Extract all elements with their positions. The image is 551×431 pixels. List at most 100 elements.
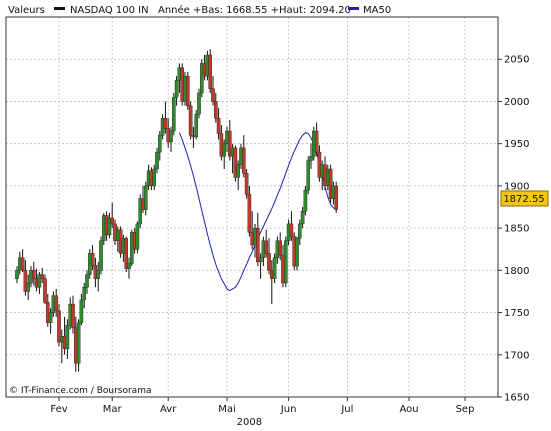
candle-body	[90, 253, 95, 266]
xtick-label: Mai	[218, 404, 236, 415]
candle-body	[20, 257, 25, 271]
candle-body	[300, 211, 305, 225]
series-legend-name: NASDAQ 100 IN	[70, 5, 149, 16]
candle	[211, 76, 215, 106]
candle-body	[110, 217, 114, 225]
candle	[135, 221, 140, 254]
candle	[267, 238, 271, 275]
candle	[76, 319, 81, 372]
candle	[334, 181, 339, 213]
candle	[256, 212, 260, 267]
candle	[169, 126, 173, 153]
xtick-label: Mar	[103, 404, 123, 415]
candle	[208, 49, 213, 93]
candle-body	[306, 160, 311, 191]
candle	[185, 71, 190, 110]
candle-body	[65, 325, 70, 350]
candle	[199, 59, 204, 98]
candle-body	[157, 135, 162, 153]
candle-body	[143, 185, 148, 210]
candle-body	[303, 189, 308, 212]
candle-body	[328, 168, 333, 199]
candle	[65, 319, 70, 359]
candle-body	[152, 168, 157, 187]
candle	[278, 232, 283, 261]
candle	[107, 212, 112, 239]
candle-body	[71, 303, 75, 328]
candle	[236, 160, 241, 191]
candle-body	[57, 310, 61, 343]
candle-body	[298, 223, 302, 239]
candle-body	[244, 173, 249, 195]
candle-body	[37, 274, 42, 288]
candle	[174, 76, 179, 106]
candle	[258, 253, 263, 279]
candle	[99, 236, 103, 275]
candle	[15, 266, 19, 283]
candle	[222, 139, 227, 169]
candle	[328, 164, 333, 203]
candle-body	[256, 227, 260, 263]
header-label: Valeurs	[8, 5, 45, 16]
candle-body	[26, 282, 31, 292]
candle-body	[188, 105, 193, 136]
candle-body	[48, 312, 53, 323]
candle	[143, 181, 148, 216]
candle-body	[247, 194, 252, 233]
candle	[306, 156, 311, 195]
candle-body	[43, 278, 47, 303]
candle	[157, 131, 162, 161]
candle	[124, 236, 128, 273]
candle-body	[185, 75, 190, 106]
candle-body	[99, 240, 103, 271]
candle	[40, 267, 44, 283]
candle	[127, 257, 131, 279]
xtick-label: Avr	[160, 404, 177, 415]
candle-body	[241, 147, 246, 174]
candle-body	[155, 151, 159, 170]
candle-body	[211, 88, 215, 102]
ytick-label: 1800	[504, 266, 529, 277]
candle-body	[82, 287, 86, 301]
xtick-label: Jun	[280, 404, 297, 415]
xaxis-year-label: 2008	[237, 417, 262, 427]
candle-body	[258, 257, 263, 263]
candle-body	[163, 118, 168, 129]
candle	[48, 308, 53, 334]
ytick-label: 1950	[504, 139, 529, 150]
xtick-label: Jul	[340, 404, 353, 415]
candle-body	[233, 147, 238, 178]
candle-body	[278, 240, 283, 256]
candle	[300, 207, 305, 229]
candle-body	[96, 270, 100, 279]
candle-body	[309, 156, 313, 161]
candle-body	[194, 113, 199, 138]
candle-body	[197, 92, 201, 115]
candle	[314, 122, 319, 157]
candle-body	[85, 274, 89, 288]
candle	[197, 88, 201, 119]
candle-body	[174, 80, 179, 98]
candle-body	[264, 240, 269, 254]
ytick-label: 1900	[504, 181, 529, 192]
candle	[155, 147, 159, 174]
candle-body	[124, 238, 128, 269]
candle	[264, 229, 269, 258]
xtick-label: Sep	[456, 404, 475, 415]
candle-body	[334, 185, 339, 210]
candle-body	[222, 143, 227, 157]
candle	[37, 272, 42, 294]
candle-body	[23, 270, 28, 292]
candle	[96, 261, 100, 292]
candle	[289, 211, 294, 241]
candle	[79, 293, 84, 326]
candle	[216, 108, 221, 140]
series-legend-swatch	[54, 7, 65, 10]
candle-body	[314, 130, 319, 153]
candle-body	[76, 322, 81, 364]
candle-body	[227, 130, 232, 157]
copyright-text: © IT-Finance.com / Boursorama	[9, 386, 151, 396]
candle	[85, 270, 89, 294]
